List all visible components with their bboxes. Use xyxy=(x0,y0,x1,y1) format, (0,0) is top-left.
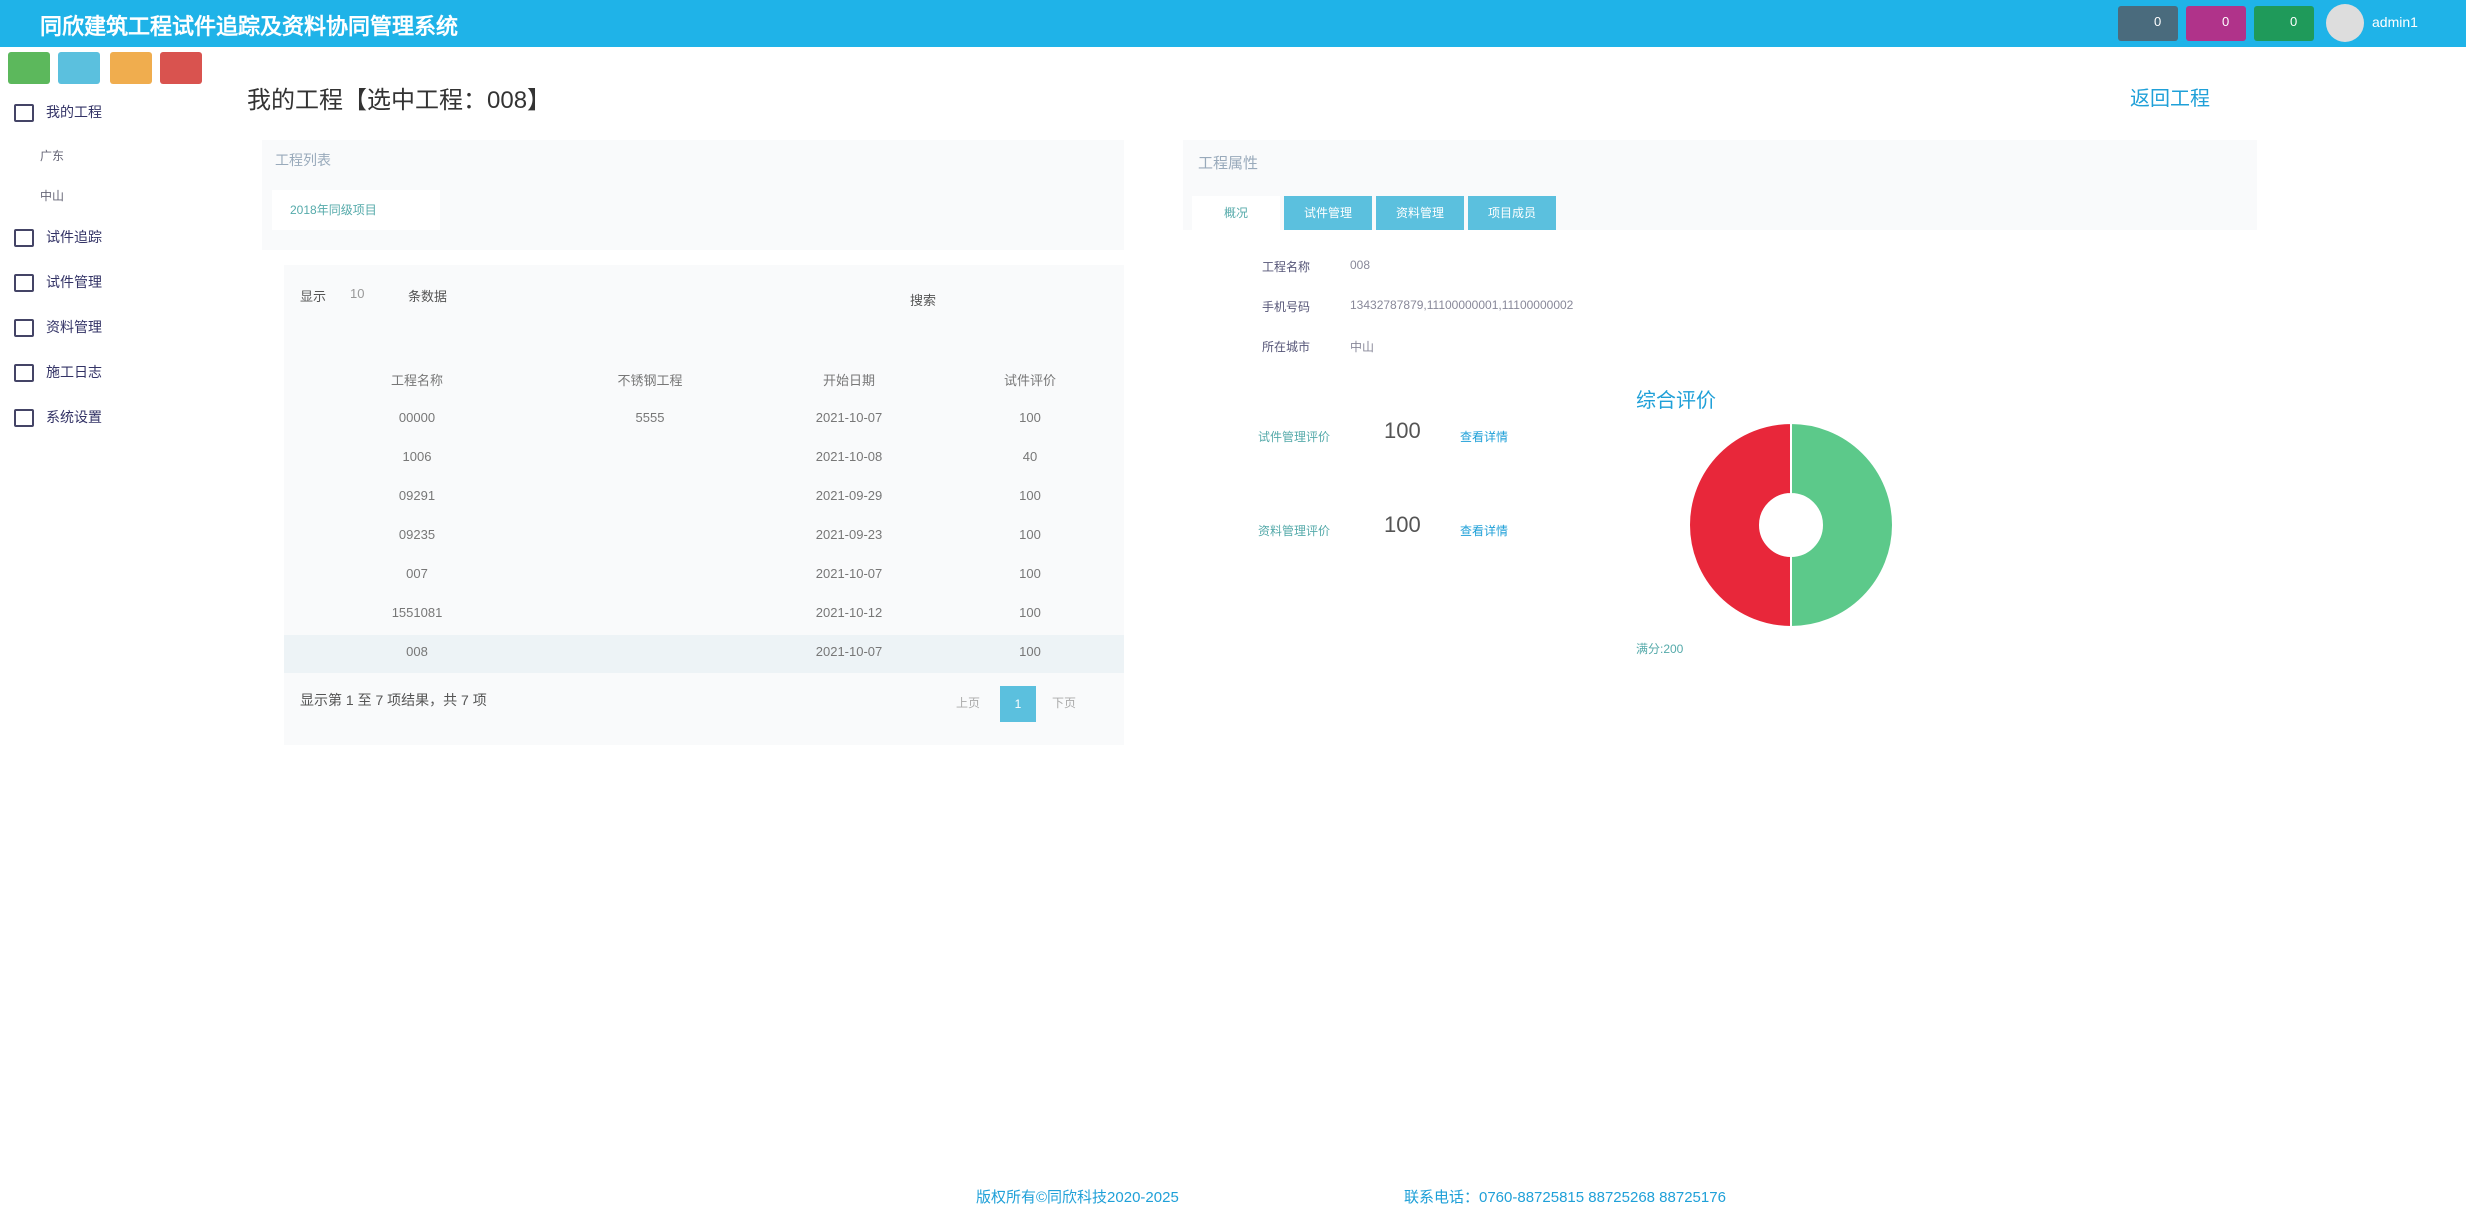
table-cell: 00000 xyxy=(398,410,436,425)
score-label: 试件管理评价 xyxy=(1258,430,1331,444)
tool-button[interactable] xyxy=(58,52,100,84)
page-size[interactable]: 10 xyxy=(350,286,365,301)
table-cell: 100 xyxy=(1019,644,1041,659)
page-number[interactable]: 1 xyxy=(1000,686,1036,722)
nav-item[interactable]: 试件管理 xyxy=(46,274,102,290)
nav-item[interactable]: 系统设置 xyxy=(46,409,102,425)
field-value: 中山 xyxy=(1350,340,1375,354)
panel-title: 工程列表 xyxy=(275,152,331,168)
copyright: 版权所有©同欣科技2020-2025 xyxy=(976,1189,1179,1206)
field-label: 工程名称 xyxy=(1262,260,1311,274)
nav-icon xyxy=(14,104,34,122)
nav-icon xyxy=(14,364,34,382)
badge[interactable]: 0 xyxy=(2186,6,2246,41)
tab[interactable]: 2018年同级项目 xyxy=(272,190,440,230)
table-cell: 100 xyxy=(1019,566,1041,581)
tool-button[interactable] xyxy=(160,52,202,84)
label: 显示 xyxy=(300,289,327,304)
field-value: 13432787879,11100000001,11100000002 xyxy=(1350,298,1574,312)
field-value: 008 xyxy=(1350,258,1371,272)
tab[interactable]: 资料管理 xyxy=(1376,196,1464,230)
score-value: 100 xyxy=(1384,418,1421,443)
app-title: 同欣建筑工程试件追踪及资料协同管理系统 xyxy=(40,14,459,39)
tab[interactable]: 概况 xyxy=(1192,196,1280,230)
label: 条数据 xyxy=(408,289,448,304)
table-cell: 100 xyxy=(1019,410,1041,425)
table-cell: 2021-09-29 xyxy=(815,488,883,503)
nav-item[interactable]: 试件追踪 xyxy=(46,229,102,245)
prev-page[interactable]: 上页 xyxy=(956,696,981,710)
page-title: 我的工程【选中工程：008】 xyxy=(247,87,552,114)
badge-count: 0 xyxy=(2222,14,2230,29)
column-header[interactable]: 试件评价 xyxy=(1003,373,1056,388)
table-panel xyxy=(284,265,1124,745)
detail-link[interactable]: 查看详情 xyxy=(1460,524,1509,538)
score-value: 100 xyxy=(1384,512,1421,537)
table-summary: 显示第 1 至 7 项结果，共 7 项 xyxy=(300,692,487,708)
badge[interactable]: 0 xyxy=(2118,6,2178,41)
nav-icon xyxy=(14,409,34,427)
table-cell: 40 xyxy=(1022,449,1038,464)
total-score: 满分:200 xyxy=(1636,642,1684,656)
detail-link[interactable]: 查看详情 xyxy=(1460,430,1509,444)
nav-item[interactable]: 施工日志 xyxy=(46,364,102,380)
nav-icon xyxy=(14,319,34,337)
table-cell: 5555 xyxy=(635,410,665,425)
donut-slice xyxy=(1688,421,1792,629)
table-cell: 2021-10-07 xyxy=(815,644,883,659)
table-cell: 100 xyxy=(1019,605,1041,620)
table-cell: 1551081 xyxy=(391,605,443,620)
nav-item[interactable]: 我的工程 xyxy=(46,104,102,120)
column-header[interactable]: 不锈钢工程 xyxy=(617,373,683,388)
table-cell: 1006 xyxy=(402,449,432,464)
table-cell: 2021-10-12 xyxy=(815,605,883,620)
contact: 联系电话：0760-88725815 88725268 88725176 xyxy=(1404,1189,1726,1206)
table-cell: 100 xyxy=(1019,488,1041,503)
donut-chart xyxy=(1688,421,1894,629)
label: 搜索 xyxy=(910,293,937,308)
tab[interactable]: 项目成员 xyxy=(1468,196,1556,230)
back-link[interactable]: 返回工程 xyxy=(2130,88,2210,110)
row-highlight xyxy=(284,635,1124,673)
user-name[interactable]: admin1 xyxy=(2372,14,2418,30)
tool-button[interactable] xyxy=(110,52,152,84)
field-label: 手机号码 xyxy=(1262,300,1311,314)
nav-item[interactable]: 资料管理 xyxy=(46,319,102,335)
table-cell: 008 xyxy=(406,644,428,659)
table-cell: 007 xyxy=(406,566,428,581)
evaluation-title: 综合评价 xyxy=(1636,390,1716,412)
panel-title: 工程属性 xyxy=(1198,155,1259,172)
score-label: 资料管理评价 xyxy=(1258,524,1331,538)
badge[interactable]: 0 xyxy=(2254,6,2314,41)
table-cell: 100 xyxy=(1019,527,1041,542)
field-label: 所在城市 xyxy=(1262,340,1311,354)
nav-icon xyxy=(14,229,34,247)
column-header[interactable]: 工程名称 xyxy=(390,373,443,388)
table-cell: 2021-10-07 xyxy=(815,410,883,425)
nav-subitem[interactable]: 中山 xyxy=(40,189,65,203)
nav-icon xyxy=(14,274,34,292)
nav-subitem[interactable]: 广东 xyxy=(40,149,65,163)
table-cell: 2021-09-23 xyxy=(815,527,883,542)
table-cell: 2021-10-07 xyxy=(815,566,883,581)
donut-slice xyxy=(1790,421,1894,629)
next-page[interactable]: 下页 xyxy=(1052,696,1077,710)
avatar[interactable] xyxy=(2326,4,2364,42)
tool-button[interactable] xyxy=(8,52,50,84)
column-header[interactable]: 开始日期 xyxy=(822,373,875,388)
table-cell: 09291 xyxy=(398,488,436,503)
badge-count: 0 xyxy=(2290,14,2298,29)
tab[interactable]: 试件管理 xyxy=(1284,196,1372,230)
badge-count: 0 xyxy=(2154,14,2162,29)
header: 同欣建筑工程试件追踪及资料协同管理系统 0 0 0 admin1 xyxy=(0,0,2466,47)
table-cell: 09235 xyxy=(398,527,436,542)
table-cell: 2021-10-08 xyxy=(815,449,883,464)
